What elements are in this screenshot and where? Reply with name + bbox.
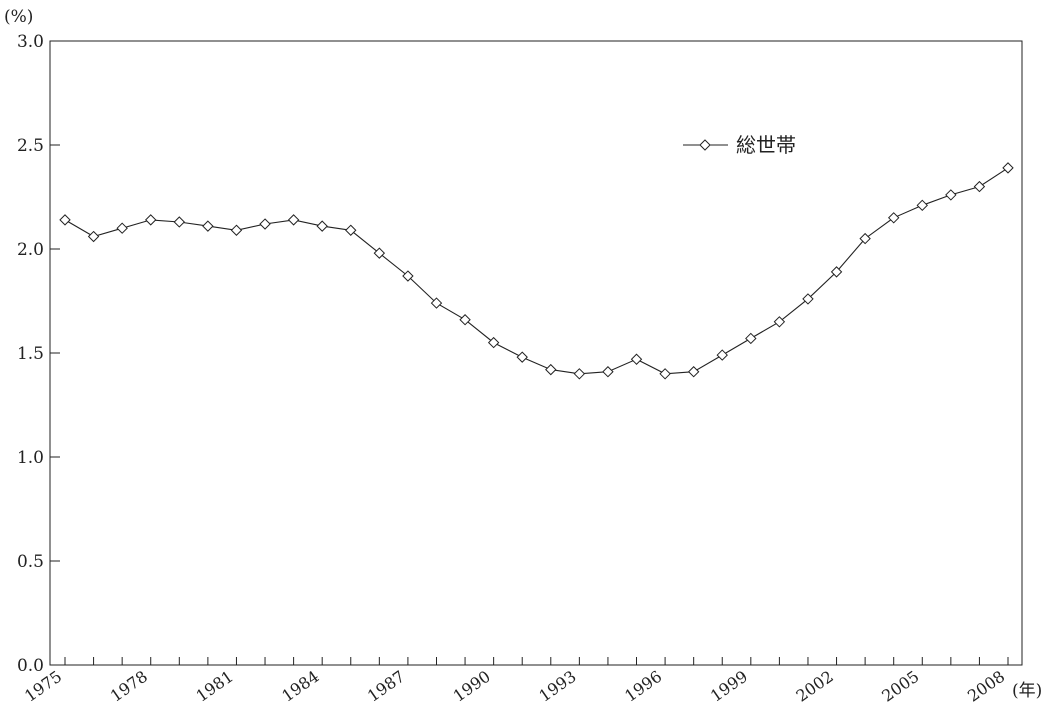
data-point-marker	[173, 216, 186, 228]
data-point-marker	[659, 368, 671, 380]
data-point-marker	[516, 351, 528, 363]
data-point-marker	[545, 363, 557, 376]
data-point-marker	[402, 270, 414, 282]
y-ticks: 0.0 0.5 1.0 1.5 2.0 2.5 3.0	[17, 32, 60, 676]
data-point-marker	[602, 366, 614, 378]
x-ticks: 1975 1978 1981 1984 1987 1990 1993 1996 1999 2002…	[21, 657, 1009, 706]
legend-label: 総世帯	[736, 133, 796, 157]
data-point-marker	[687, 366, 700, 378]
data-point-marker	[373, 247, 386, 259]
data-point-marker	[916, 199, 928, 212]
data-point-marker	[59, 214, 71, 226]
data-point-marker	[430, 297, 443, 309]
x-tick-label: 1978	[107, 667, 151, 706]
x-tick-label: 1981	[192, 667, 236, 706]
data-point-marker	[802, 293, 814, 305]
data-point-marker	[259, 218, 271, 230]
legend: 総世帯	[683, 133, 796, 157]
data-point-marker	[316, 220, 328, 232]
x-tick-label: 1999	[707, 667, 751, 706]
data-point-marker	[87, 230, 100, 243]
data-point-marker	[287, 214, 300, 226]
series-line	[64, 167, 1009, 375]
data-point-marker	[973, 180, 986, 193]
data-point-marker	[345, 224, 357, 236]
data-point-marker	[945, 189, 957, 201]
y-axis-unit-label: (%)	[4, 7, 33, 27]
legend-marker-diamond	[699, 139, 711, 151]
y-tick-label: 2.0	[17, 240, 44, 260]
x-tick-label: 2002	[793, 667, 837, 706]
data-point-marker	[145, 214, 157, 226]
y-tick-label: 0.0	[17, 656, 44, 676]
y-tick-label: 2.5	[17, 136, 44, 156]
data-point-marker	[487, 336, 500, 349]
x-tick-label: 1984	[278, 667, 322, 706]
data-point-marker	[745, 332, 757, 345]
data-point-marker	[887, 212, 900, 224]
data-point-marker	[859, 232, 871, 245]
data-point-marker	[202, 220, 214, 232]
x-tick-label: 2005	[878, 667, 922, 706]
x-tick-label: 2008	[964, 667, 1008, 706]
data-point-marker	[459, 314, 471, 326]
x-axis-unit-label: (年)	[1012, 681, 1042, 701]
x-tick-label: 1993	[535, 667, 579, 706]
plot-frame	[49, 40, 1023, 666]
x-tick-label: 1990	[450, 667, 494, 706]
data-point-marker	[1002, 162, 1014, 174]
axes	[49, 40, 1023, 666]
y-tick-label: 0.5	[17, 552, 44, 572]
y-tick-label: 1.5	[17, 344, 44, 364]
y-tick-label: 3.0	[17, 32, 44, 52]
x-tick-label: 1987	[364, 667, 408, 706]
data-point-marker	[230, 224, 243, 236]
y-tick-label: 1.0	[17, 448, 44, 468]
data-point-marker	[830, 266, 843, 278]
series-layer	[59, 162, 1014, 380]
data-point-marker	[573, 368, 586, 380]
data-point-marker	[630, 353, 643, 365]
data-point-marker	[716, 349, 728, 361]
x-tick-label: 1996	[621, 667, 665, 706]
data-point-marker	[116, 222, 128, 234]
data-point-marker	[773, 316, 786, 328]
